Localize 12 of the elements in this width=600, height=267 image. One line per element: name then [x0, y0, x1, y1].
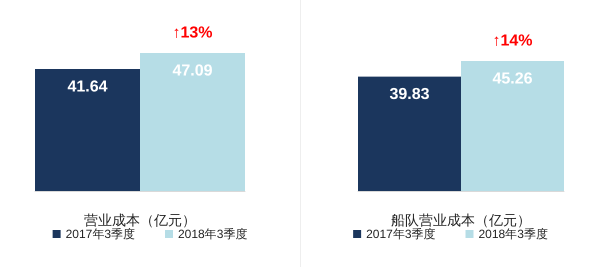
data-label: 41.64	[67, 78, 108, 96]
annotation: ↑13%	[172, 24, 213, 42]
legend-label: 2018年3季度	[178, 227, 248, 241]
x-axis-title: 营业成本（亿元）	[84, 212, 196, 228]
legend-label: 2017年3季度	[66, 227, 136, 241]
x-axis-title: 船队营业成本（亿元）	[391, 212, 531, 228]
annotation: ↑14%	[492, 32, 533, 50]
data-label: 45.26	[492, 70, 533, 88]
data-label: 39.83	[389, 86, 430, 104]
legend-label: 2017年3季度	[366, 227, 436, 241]
legend-label: 2018年3季度	[478, 227, 548, 241]
data-label: 47.09	[172, 62, 213, 80]
